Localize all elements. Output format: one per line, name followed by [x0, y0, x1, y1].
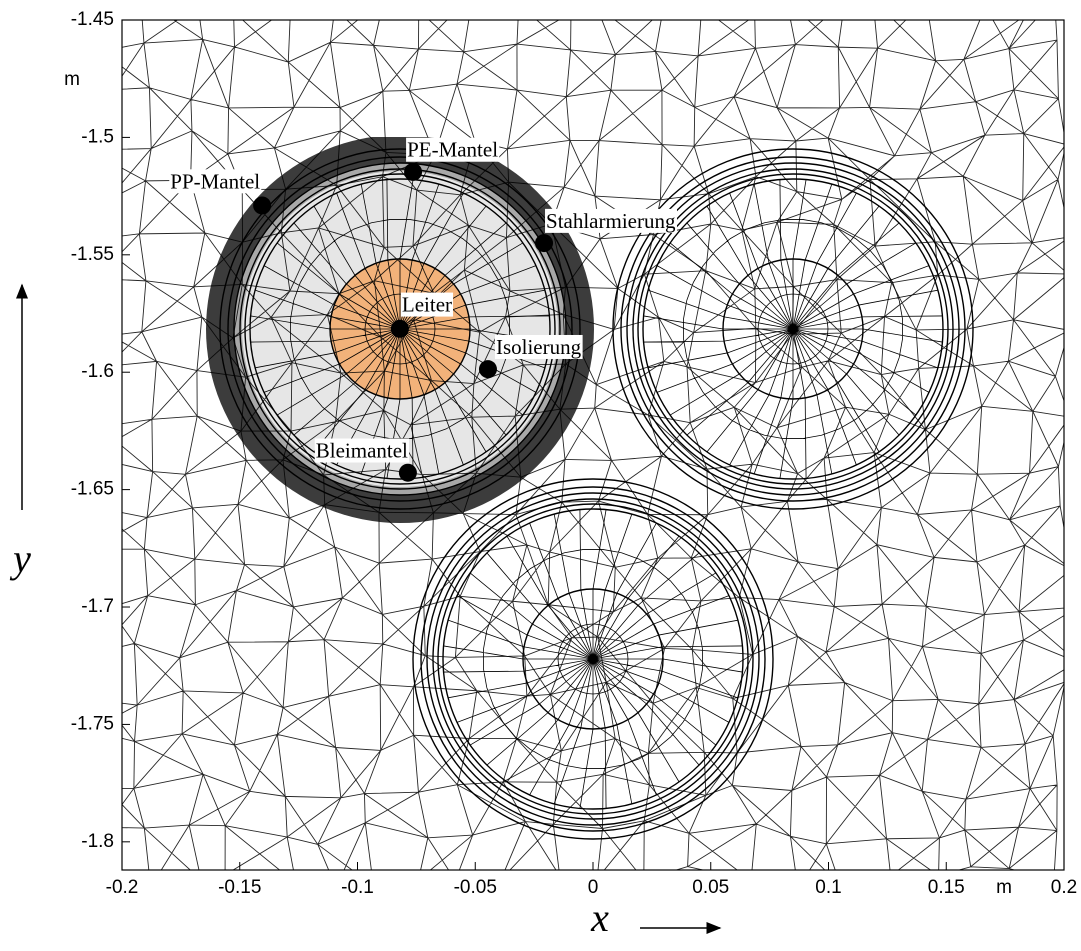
- cable-ring: [219, 148, 581, 510]
- cable-ring: [642, 178, 944, 480]
- cable-ring: [412, 478, 774, 840]
- cable-mesh: [643, 179, 943, 479]
- point-label: Bleimantel: [316, 439, 408, 463]
- cable-ring: [227, 156, 573, 502]
- label-background: [400, 292, 454, 317]
- cable-ring: [426, 492, 760, 826]
- x-tick-label: -0.05: [454, 877, 497, 898]
- y-tick-label: -1.7: [81, 596, 114, 617]
- y-unit: m: [64, 69, 80, 90]
- y-tick-label: -1.8: [81, 831, 114, 852]
- y-tick-label: -1.45: [71, 9, 114, 30]
- point: [398, 463, 417, 482]
- x-tick-label: 0.15: [928, 877, 965, 898]
- cable-ring: [437, 503, 749, 815]
- label-background: [169, 169, 262, 194]
- y-tick-label: -1.75: [71, 713, 114, 734]
- label-background: [545, 208, 677, 233]
- x-tick-label: 0.1: [815, 877, 841, 898]
- cable-ring: [637, 173, 949, 485]
- cable-ring: [239, 168, 561, 490]
- point-label: Isolierung: [496, 335, 582, 359]
- x-tick-label: -0.15: [218, 877, 261, 898]
- cable-ring: [626, 162, 960, 496]
- cable-ring: [432, 498, 754, 820]
- y-axis-title: y: [9, 536, 31, 581]
- mesh-lines: [122, 20, 1064, 870]
- cable-ring: [620, 156, 966, 502]
- label-background: [314, 438, 410, 463]
- point: [404, 162, 423, 181]
- cable-ring: [442, 508, 744, 810]
- cable-ring: [420, 486, 766, 832]
- cable-mesh: [443, 509, 743, 809]
- x-tick-label: -0.2: [106, 877, 139, 898]
- point-label: PE-Mantel: [407, 138, 498, 162]
- point-label: PP-Mantel: [170, 169, 260, 193]
- x-axis-title: x: [590, 895, 609, 940]
- cable-ring: [632, 168, 954, 490]
- cable-ring: [233, 162, 567, 496]
- mesh-triangles: [122, 20, 1064, 870]
- y-tick-label: -1.5: [81, 126, 114, 147]
- point: [253, 196, 272, 215]
- point-label: Leiter: [402, 293, 452, 317]
- point-label: Stahlarmierung: [546, 209, 676, 233]
- x-tick-label: 0.2: [1051, 877, 1077, 898]
- x-unit: m: [996, 877, 1012, 898]
- x-tick-label: 0: [588, 877, 599, 898]
- y-tick-label: -1.6: [81, 361, 114, 382]
- cable-ring: [612, 148, 974, 510]
- cable-ring: [244, 173, 556, 485]
- y-tick-label: -1.65: [71, 479, 114, 500]
- point: [535, 234, 554, 253]
- cable-ring: [249, 178, 551, 480]
- x-tick-label: 0.05: [692, 877, 729, 898]
- point: [390, 319, 409, 338]
- y-tick-label: -1.55: [71, 244, 114, 265]
- label-background: [494, 334, 583, 359]
- point: [478, 360, 497, 379]
- label-background: [406, 137, 500, 162]
- x-tick-label: -0.1: [341, 877, 374, 898]
